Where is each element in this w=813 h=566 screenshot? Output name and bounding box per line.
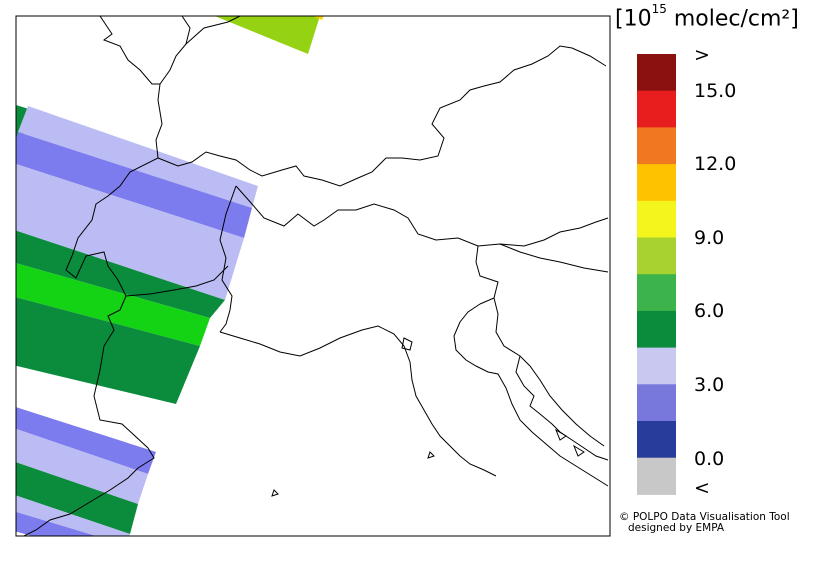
credit-line-2: designed by EMPA	[628, 522, 725, 534]
border-west	[99, 16, 191, 85]
map-frame	[15, 15, 611, 537]
border-german-north	[185, 16, 241, 45]
coast-island-1	[554, 428, 567, 441]
legend-box-11	[637, 457, 676, 495]
swath-bot-lavender-2	[16, 495, 130, 536]
coast-lake-1	[401, 337, 413, 351]
legend-box-10	[637, 421, 676, 459]
coast-island-2	[572, 444, 585, 457]
swath-mid-darkgreen-1	[16, 230, 225, 318]
legend-box-3	[637, 164, 676, 202]
swath-bot-darkgreen	[16, 462, 138, 534]
coast-istria	[493, 297, 605, 447]
border-swiss-north	[157, 45, 607, 187]
legend-label-6: 6.0	[694, 300, 725, 322]
legend-box-5	[637, 237, 676, 275]
legend-box-6	[637, 274, 676, 312]
border-slovenia	[475, 245, 499, 305]
swath-mid-blue	[16, 132, 252, 238]
legend-box-0	[637, 54, 676, 92]
legend-label-lt: <	[694, 477, 710, 499]
legend-box-9	[637, 384, 676, 422]
swath-bot-lavender-1	[16, 428, 148, 504]
legend-color-bar	[637, 54, 676, 495]
coast-dalmatia	[515, 355, 609, 461]
swath-top-yellow-green	[214, 16, 320, 54]
swath-bot-blue-1	[16, 407, 156, 474]
coast-island-4	[271, 489, 279, 497]
legend-label-0: 0.0	[694, 448, 725, 470]
legend-box-7	[637, 310, 676, 349]
border-swiss-italy	[125, 265, 229, 297]
swath-mid-lavender-1	[18, 106, 258, 208]
legend-label-gt: >	[694, 44, 710, 66]
legend-box-2	[637, 127, 676, 165]
coast-island-3	[427, 451, 435, 459]
border-alps	[235, 185, 609, 247]
legend-box-1	[637, 90, 676, 128]
border-croatia	[499, 243, 609, 273]
credit-text: © POLPO Data Visualisation Tool designed…	[619, 512, 790, 534]
legend-label-15: 15.0	[694, 80, 737, 102]
satellite-swaths	[16, 16, 324, 536]
swath-mid-lavender-2	[16, 163, 244, 300]
legend-label-3: 3.0	[694, 374, 725, 396]
legend-title: [1015 molec/cm²]	[615, 2, 799, 32]
border-italy-france	[219, 185, 237, 333]
swath-mid-darkgreen-2	[16, 297, 200, 404]
swath-top-yellow	[312, 16, 324, 20]
coast-adriatic	[453, 303, 609, 487]
legend-box-4	[637, 200, 676, 238]
borders-coastline	[23, 16, 609, 536]
legend-box-8	[637, 347, 676, 385]
legend-label-12: 12.0	[694, 153, 737, 175]
coast-ligurian	[219, 325, 497, 477]
legend-label-9: 9.0	[694, 227, 725, 249]
credit-line-1: © POLPO Data Visualisation Tool	[619, 511, 790, 523]
swath-mid-brightgreen	[16, 263, 210, 346]
